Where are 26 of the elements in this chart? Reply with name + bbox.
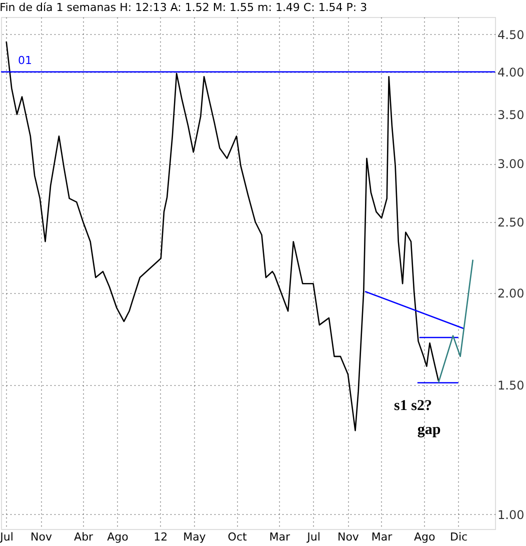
x-tick-label: 12 bbox=[154, 530, 168, 544]
x-tick-label: Dic bbox=[450, 530, 468, 544]
x-tick-label: Oct bbox=[228, 530, 248, 544]
x-tick-label: Jul bbox=[0, 530, 14, 544]
y-tick-label: 3.00 bbox=[498, 157, 524, 172]
x-tick-label: Abr bbox=[74, 530, 94, 544]
x-tick-label: Mar bbox=[371, 530, 393, 544]
x-tick-label: May bbox=[183, 530, 206, 544]
annotation: 01 bbox=[18, 54, 32, 67]
annotation: gap bbox=[417, 422, 441, 438]
x-tick-label: Nov bbox=[337, 530, 360, 544]
y-tick-label: 3.50 bbox=[498, 108, 524, 122]
y-tick-label: 1.50 bbox=[498, 378, 524, 392]
x-tick-label: Ago bbox=[414, 530, 436, 544]
x-tick-label: Ago bbox=[107, 530, 129, 544]
y-tick-label: 4.50 bbox=[498, 28, 524, 42]
y-tick-label: 1.00 bbox=[498, 508, 524, 522]
y-tick-label: 4.00 bbox=[498, 65, 524, 80]
chart-title: Fin de día 1 semanas H: 12:13 A: 1.52 M: 1.55 m: 1.49 C: 1.54 P: 3 bbox=[0, 1, 368, 14]
x-tick-label: Nov bbox=[30, 530, 52, 544]
x-tick-label: Mar bbox=[269, 530, 290, 544]
line-series bbox=[438, 259, 474, 384]
annotation: s1 s2? bbox=[394, 398, 432, 414]
y-tick-label: 2.00 bbox=[498, 286, 524, 301]
y-tick-label: 2.50 bbox=[498, 215, 524, 230]
x-tick-label: Jul bbox=[306, 530, 320, 544]
